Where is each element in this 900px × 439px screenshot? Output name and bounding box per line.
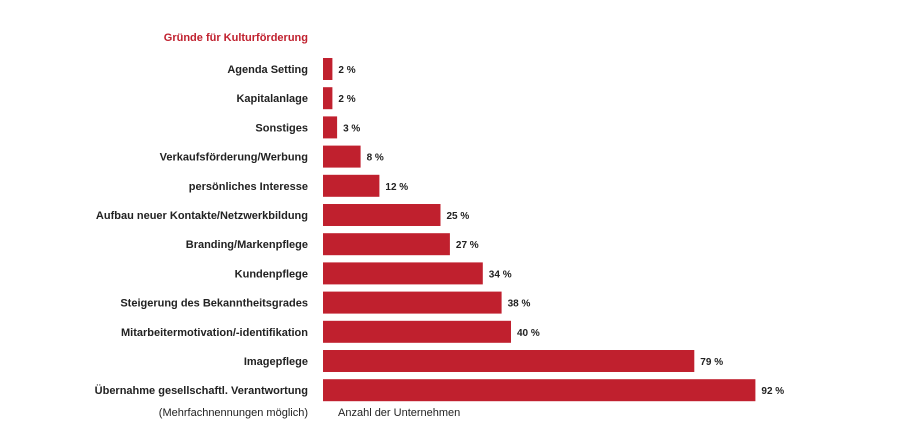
category-label: Imagepflege (244, 356, 308, 368)
category-label: Aufbau neuer Kontakte/Netzwerkbildung (96, 210, 308, 222)
value-label: 38 % (508, 299, 531, 310)
category-label: Kundenpflege (235, 268, 308, 280)
bar (323, 379, 756, 402)
bar (323, 145, 361, 168)
value-label: 79 % (700, 357, 723, 368)
category-label: Kapitalanlage (236, 93, 308, 105)
value-label: 3 % (343, 123, 360, 134)
category-label: Verkaufsförderung/Werbung (160, 152, 308, 164)
value-label: 40 % (517, 328, 540, 339)
bar (323, 291, 502, 314)
bar (323, 174, 380, 197)
category-label: persönliches Interesse (189, 181, 308, 193)
value-label: 2 % (338, 94, 355, 105)
bar (323, 262, 483, 285)
value-label: 12 % (385, 182, 408, 193)
category-label: Sonstiges (255, 122, 308, 134)
value-label: 8 % (367, 153, 384, 164)
bar (323, 58, 333, 80)
value-label: 25 % (447, 211, 470, 222)
bar (323, 233, 450, 256)
bar (323, 350, 695, 372)
bars-group: Agenda Setting 2 % Kapitalanlage 2 % Sonstig… (95, 58, 784, 402)
category-label: Steigerung des Bekanntheitsgrades (120, 298, 308, 310)
category-label: Branding/Markenpflege (186, 239, 308, 251)
value-label: 27 % (456, 240, 479, 251)
category-label: Übernahme gesellschaftl. Verantwortung (95, 384, 308, 397)
bar (323, 204, 441, 226)
category-label: Agenda Setting (227, 64, 308, 76)
value-label: 92 % (761, 386, 784, 397)
bar (323, 320, 511, 343)
bar (323, 116, 338, 139)
category-label: Mitarbeitermotivation/-identifikation (121, 327, 308, 339)
value-label: 34 % (489, 269, 512, 280)
footnote: (Mehrfachnennungen möglich) (159, 407, 308, 419)
value-label: 2 % (338, 65, 355, 76)
chart-title: Gründe für Kulturförderung (164, 32, 308, 44)
x-axis-label: Anzahl der Unternehmen (338, 407, 460, 419)
bar (323, 87, 333, 110)
